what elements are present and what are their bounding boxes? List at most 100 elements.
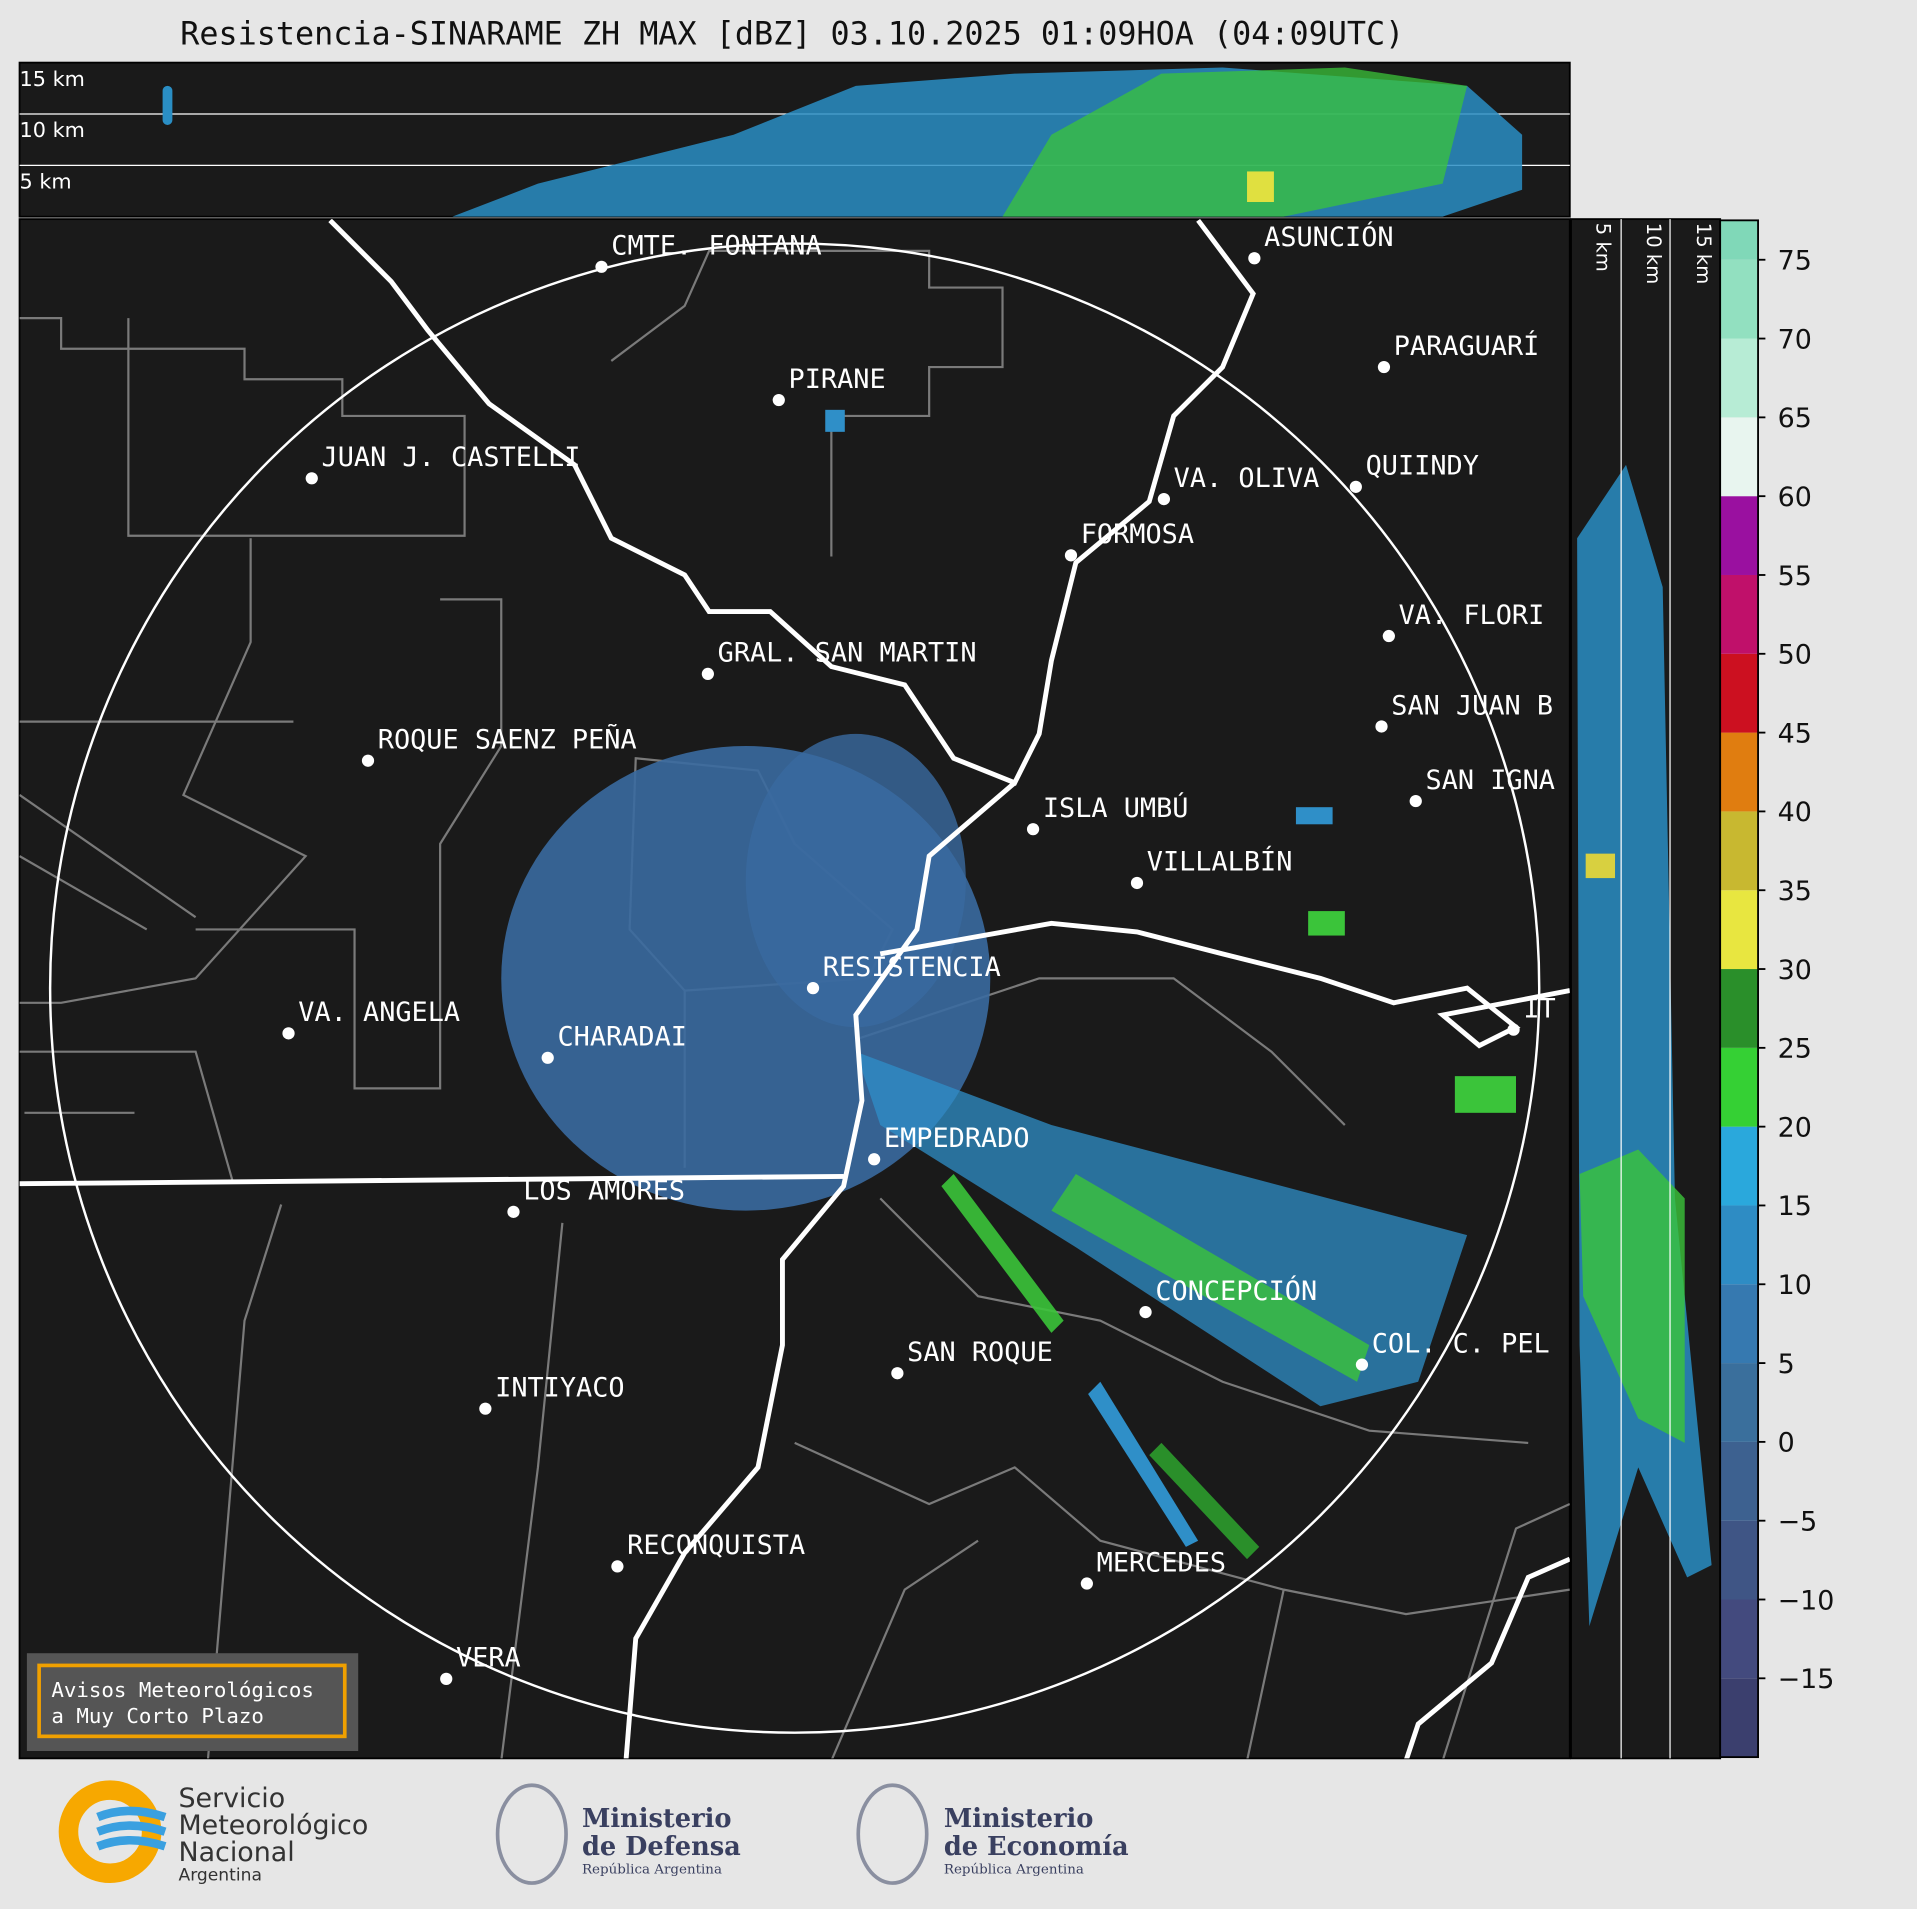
echo	[745, 733, 966, 1028]
city-dot	[772, 393, 785, 407]
colorbar-tick-label: −5	[1778, 1506, 1818, 1537]
colorbar-tick-label: −10	[1778, 1585, 1835, 1616]
city-label: VA. OLIVA	[1174, 463, 1320, 494]
echo	[1308, 911, 1345, 936]
colorbar-band	[1720, 1363, 1759, 1442]
range-ring	[48, 242, 1541, 1734]
city-dot	[479, 1402, 492, 1415]
notice-frame	[37, 1663, 347, 1739]
colorbar: −15 −10 −5 0 5 10 15 20 25 30 35 40 45 50 55 60 65 70 75	[1719, 219, 1835, 1759]
map: CMTE. FONTANA ASUNCIÓN PARAGUARÍ PIRANE JUAN…	[18, 218, 1571, 1760]
city-dot	[1139, 1305, 1152, 1319]
colorbar-band	[1720, 1284, 1759, 1364]
colorbar-tick-label: 40	[1778, 797, 1812, 828]
logo-text: de Economía	[944, 1832, 1129, 1862]
colorbar-tick-label: 25	[1778, 1034, 1812, 1065]
notice-text: Avisos Meteorológicos	[51, 1678, 314, 1702]
echo	[162, 85, 173, 125]
city-dot	[361, 754, 375, 767]
city-dot	[1377, 360, 1391, 374]
colorbar-band	[1720, 259, 1759, 339]
height-label: 5 km	[20, 170, 72, 194]
logo-text: de Defensa	[582, 1832, 741, 1862]
colorbar-tick-label: 55	[1778, 561, 1812, 592]
cities: CMTE. FONTANA ASUNCIÓN PARAGUARÍ PIRANE JUAN…	[282, 221, 1556, 1685]
city-dot	[541, 1051, 554, 1064]
colorbar-band	[1720, 220, 1759, 260]
city-label: FORMOSA	[1081, 519, 1194, 550]
colorbar-tick-label: 60	[1778, 482, 1812, 513]
logos: Servicio Meteorológico Nacional Argentin…	[58, 1780, 1129, 1886]
city-dot	[1248, 252, 1261, 265]
colorbar-tick-label: 50	[1778, 640, 1812, 671]
echo	[941, 1173, 1064, 1333]
city-label: VILLALBÍN	[1147, 846, 1293, 878]
city-label: PIRANE	[789, 364, 886, 395]
echo	[1051, 1173, 1370, 1382]
height-label: 15 km	[1692, 223, 1715, 284]
colorbar-band	[1720, 1599, 1759, 1679]
city-label: ROQUE SAENZ PEÑA	[378, 723, 637, 755]
colorbar-tick-label: 10	[1778, 1270, 1812, 1301]
city-dot	[1064, 549, 1078, 562]
colorbar-band	[1720, 653, 1759, 733]
echo	[1002, 67, 1468, 217]
city-dot	[611, 1560, 624, 1573]
city-label: SAN ROQUE	[907, 1337, 1053, 1368]
logo-text: Nacional	[178, 1837, 294, 1868]
colorbar-band	[1720, 969, 1759, 1048]
city-dot	[282, 1027, 295, 1040]
notice: Avisos Meteorológicos a Muy Corto Plazo	[26, 1653, 359, 1752]
colorbar-tick-label: 20	[1778, 1112, 1812, 1143]
logo-economia: Ministerio de Economía República Argenti…	[856, 1783, 1129, 1885]
colorbar-tick-label: 35	[1778, 876, 1812, 907]
city-dot	[1349, 480, 1362, 493]
top-section: 15 km 10 km 5 km	[18, 61, 1571, 218]
colorbar-band	[1720, 811, 1759, 891]
logo-text: República Argentina	[944, 1862, 1084, 1877]
city-label: ASUNCIÓN	[1264, 221, 1393, 253]
city-dot	[1130, 876, 1144, 890]
city-label: EMPEDRADO	[884, 1123, 1030, 1154]
city-dot	[1507, 1023, 1520, 1036]
height-label: 10 km	[1642, 223, 1665, 284]
city-label: VA. FLORI	[1399, 600, 1545, 631]
city-dot	[305, 472, 318, 485]
city-dot	[1382, 629, 1395, 643]
height-label: 15 km	[20, 67, 85, 91]
echo	[825, 409, 845, 432]
logo-text: Meteorológico	[178, 1810, 368, 1841]
city-label: IT	[1523, 993, 1555, 1024]
city-label: CONCEPCIÓN	[1155, 1275, 1317, 1307]
title: Resistencia-SINARAME ZH MAX [dBZ] 03.10.…	[180, 16, 1404, 52]
city-label: LOS AMORES	[523, 1176, 685, 1207]
city-dot	[1375, 720, 1388, 733]
colorbar-band	[1720, 574, 1759, 654]
city-label: PARAGUARÍ	[1394, 330, 1540, 362]
echo	[1247, 171, 1274, 203]
city-label: INTIYACO	[495, 1372, 624, 1403]
colorbar-tick-label: 30	[1778, 955, 1812, 986]
colorbar-band	[1720, 338, 1759, 418]
colorbar-band	[1720, 496, 1759, 575]
height-label: 10 km	[20, 118, 85, 142]
city-label: SAN JUAN B	[1391, 690, 1553, 721]
city-dot	[1157, 492, 1171, 506]
city-dot	[1026, 823, 1040, 836]
echo	[1579, 1149, 1685, 1443]
city-label: SAN IGNA	[1426, 765, 1555, 796]
city-label: CHARADAI	[557, 1022, 686, 1053]
city-label: VA. ANGELA	[298, 997, 460, 1028]
logo-mark	[96, 1806, 167, 1851]
city-label: QUIINDY	[1366, 451, 1479, 482]
height-label: 5 km	[1592, 223, 1615, 272]
logo-text: Ministerio	[582, 1804, 732, 1834]
colorbar-tick-label: −15	[1778, 1664, 1835, 1695]
colorbar-tick-label: 45	[1778, 718, 1812, 749]
echo	[1454, 1076, 1516, 1113]
notice-text: a Muy Corto Plazo	[51, 1704, 264, 1728]
city-dot	[1080, 1577, 1093, 1590]
logo-smn: Servicio Meteorológico Nacional Argentin…	[58, 1780, 368, 1886]
